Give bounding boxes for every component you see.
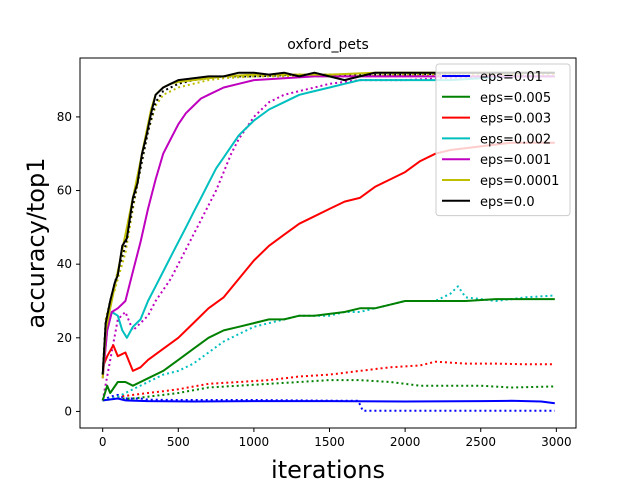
legend: eps=0.01 eps=0.005 eps=0.003 eps=0.002 eps=0…: [435, 63, 571, 217]
x-tick-label: 1000: [239, 435, 270, 449]
series-line-eps-0-003-dotted: [102, 360, 555, 402]
x-tick-label: 500: [167, 435, 190, 449]
y-tick-label: 80: [57, 110, 72, 124]
y-tick-label: 60: [57, 184, 72, 198]
axes: 0 500 1000 1500 2000 2500 3000 0 20 40 60 80: [57, 110, 572, 449]
legend-label-eps-0-01: eps=0.01: [480, 70, 543, 85]
legend-label-eps-0-001: eps=0.001: [480, 153, 551, 168]
legend-label-eps-0-005: eps=0.005: [480, 91, 551, 106]
series-line-eps-0-005-solid: [101, 298, 555, 401]
legend-label-eps-0-0: eps=0.0: [480, 195, 535, 210]
series-line-eps-0-0-solid: [101, 71, 555, 375]
x-tick-label: 3000: [541, 435, 572, 449]
x-axis-label: iterations: [271, 456, 385, 480]
series-line-eps-0-01-solid: [102, 397, 555, 405]
legend-label-eps-0-002: eps=0.002: [480, 132, 551, 147]
series-line-eps-0-003-solid: [101, 141, 555, 372]
x-tick-label: 2500: [465, 435, 496, 449]
plot-area: [101, 71, 555, 412]
series-line-eps-0-002-solid: [101, 75, 555, 375]
chart-title: oxford_pets: [287, 37, 369, 53]
legend-label-eps-0-003: eps=0.003: [480, 112, 551, 127]
series-line-eps-0-001-dotted: [101, 75, 555, 401]
y-tick-label: 20: [57, 331, 72, 345]
y-tick-label: 40: [57, 257, 72, 271]
y-tick-label: 0: [64, 404, 72, 418]
x-tick-label: 2000: [390, 435, 421, 449]
x-tick-label: 0: [99, 435, 107, 449]
y-axis-label: accuracy/top1: [22, 158, 50, 329]
x-tick-label: 1500: [314, 435, 345, 449]
legend-label-eps-0-0001: eps=0.0001: [480, 174, 559, 189]
series-line-eps-0-01-dotted: [102, 393, 555, 412]
legend-box: [435, 63, 571, 217]
series-line-eps-0-001-solid: [101, 75, 555, 379]
axes-frame: [79, 57, 577, 429]
